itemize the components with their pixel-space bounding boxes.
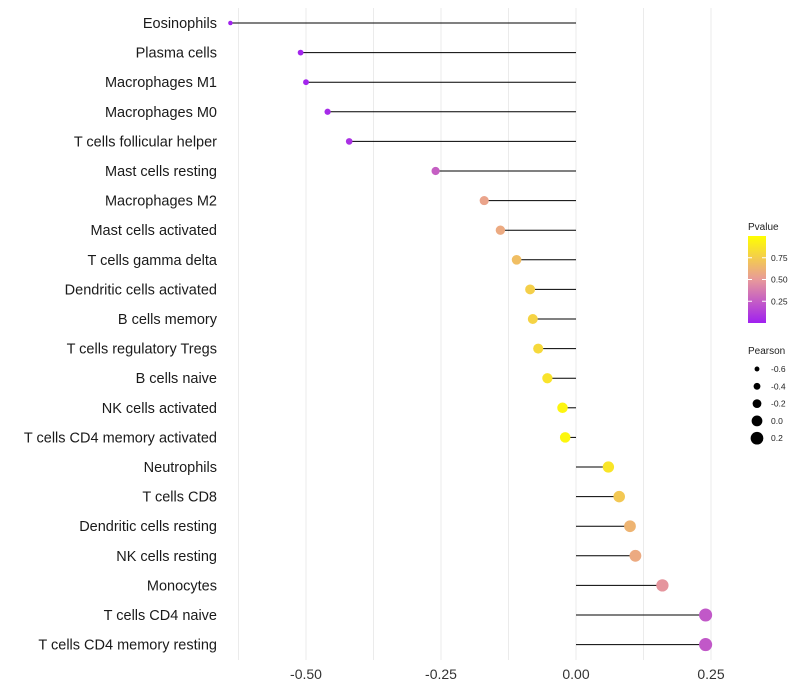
lollipop-point — [527, 314, 538, 324]
category-label: Dendritic cells resting — [79, 519, 217, 535]
lollipop-point — [431, 166, 440, 176]
category-label: Dendritic cells activated — [65, 282, 217, 298]
x-tick-label: -0.50 — [290, 666, 322, 682]
y-axis-labels: Eosinophils Plasma cells Macrophages M1 Mac… — [24, 16, 218, 654]
lollipop-point — [699, 638, 713, 652]
lollipop-point — [542, 373, 553, 384]
size-legend-key — [751, 415, 763, 427]
grid-lines — [238, 8, 712, 660]
category-label: B cells naive — [136, 371, 217, 387]
category-label: T cells CD8 — [142, 490, 217, 506]
colorbar-tick-label: 0.50 — [771, 275, 788, 285]
size-legend-key — [752, 399, 762, 408]
lollipop-point — [533, 343, 544, 354]
size-legend-key — [754, 366, 760, 372]
category-label: T cells gamma delta — [88, 253, 218, 269]
lollipop-point — [511, 254, 522, 265]
category-label: Mast cells resting — [105, 164, 217, 180]
size-legend-key — [753, 382, 761, 390]
lollipop-point — [525, 284, 536, 295]
category-label: T cells CD4 memory activated — [24, 430, 217, 446]
lollipop-point — [479, 196, 489, 206]
category-label: Neutrophils — [144, 460, 217, 476]
x-tick-label: 0.00 — [562, 666, 589, 682]
lollipop-point — [656, 579, 669, 592]
legend-title: Pvalue — [748, 222, 779, 233]
size-legend-label: -0.6 — [771, 364, 786, 374]
lollipop-point — [297, 49, 304, 56]
lollipop-point — [303, 79, 309, 86]
category-label: T cells follicular helper — [74, 134, 217, 150]
lollipop-point — [324, 108, 331, 115]
x-axis-ticks: -0.50 -0.25 0.00 0.25 — [290, 666, 725, 682]
category-label: B cells memory — [118, 312, 218, 328]
lollipop-point — [602, 461, 615, 473]
category-label: Mast cells activated — [90, 223, 217, 239]
category-label: NK cells activated — [102, 401, 217, 417]
size-legend-key — [750, 431, 764, 445]
category-label: Eosinophils — [143, 16, 217, 32]
lollipop-point — [495, 225, 506, 235]
lollipop-point — [613, 490, 625, 503]
pearson-legend: Pearson -0.6 -0.4 -0.2 0.0 0.2 — [748, 346, 786, 445]
lollipop-point — [228, 20, 233, 26]
category-label: Macrophages M1 — [105, 75, 217, 91]
size-legend-label: -0.2 — [771, 399, 786, 409]
category-label: T cells CD4 naive — [104, 608, 217, 624]
category-label: T cells regulatory Tregs — [67, 342, 217, 358]
category-label: Macrophages M2 — [105, 194, 217, 210]
lollipop-point — [345, 138, 353, 145]
lollipop-point — [699, 608, 713, 622]
lollipop-point — [557, 402, 568, 414]
lollipop-points — [228, 20, 713, 652]
category-label: Monocytes — [147, 578, 217, 594]
size-legend-label: 0.0 — [771, 416, 783, 426]
x-tick-label: -0.25 — [425, 666, 457, 682]
category-label: NK cells resting — [116, 549, 217, 565]
category-label: Plasma cells — [136, 46, 217, 62]
colorbar-tick-label: 0.25 — [771, 296, 788, 306]
category-label: Macrophages M0 — [105, 105, 217, 121]
colorbar-tick-label: 0.75 — [771, 253, 788, 263]
pvalue-colorbar — [748, 236, 766, 323]
pvalue-legend: Pvalue 0.25 0.50 0.75 — [748, 222, 788, 323]
x-tick-label: 0.25 — [697, 666, 724, 682]
lollipop-point — [629, 549, 642, 562]
lollipop-point — [559, 432, 571, 443]
size-legend-label: 0.2 — [771, 433, 783, 443]
legend-title: Pearson — [748, 346, 785, 357]
category-label: T cells CD4 memory resting — [38, 638, 217, 654]
size-legend-label: -0.4 — [771, 381, 786, 391]
lollipop-point — [624, 520, 636, 533]
